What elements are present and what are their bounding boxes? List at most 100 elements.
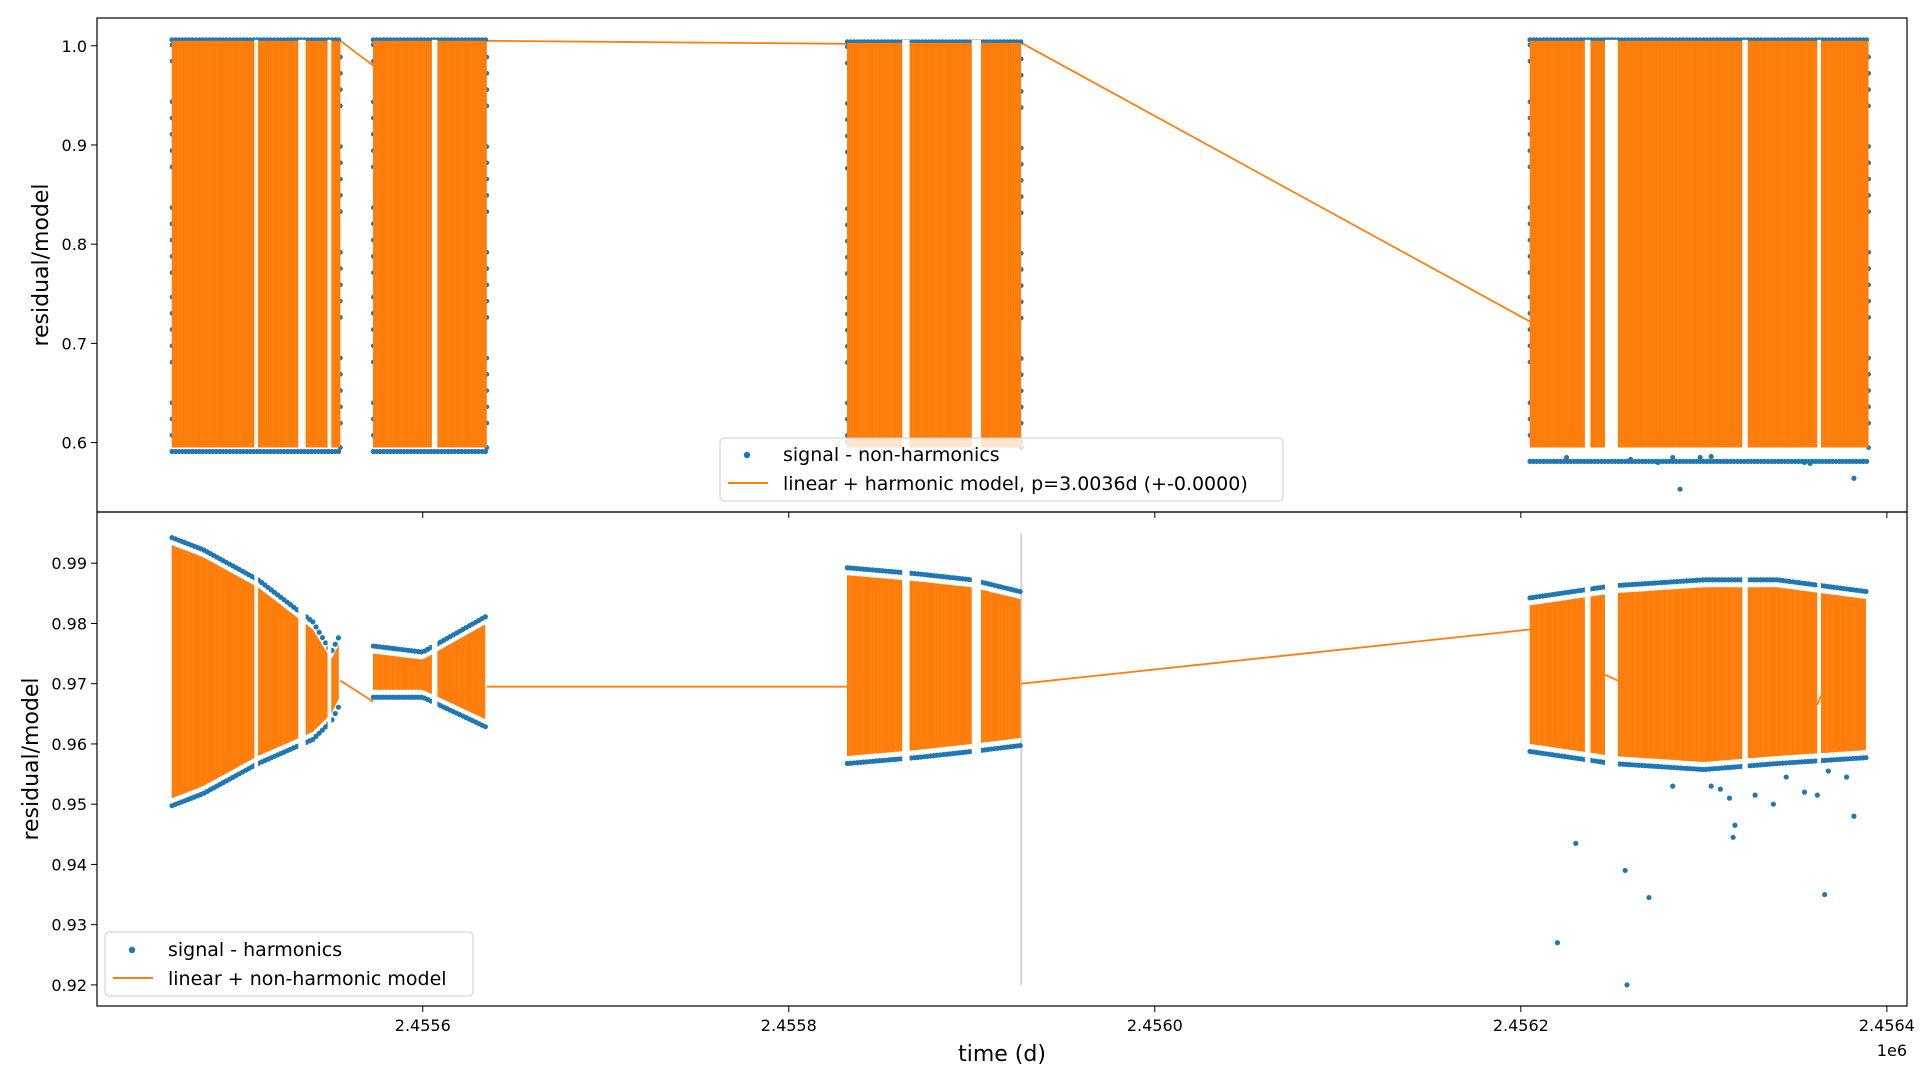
bottom-data-gap-8	[1742, 530, 1748, 781]
bottom-point	[319, 634, 326, 641]
bottom-point	[319, 727, 326, 733]
bottom-point	[310, 736, 316, 743]
top-data-gap-9	[1817, 39, 1821, 449]
bottom-data-gap-9	[1817, 530, 1821, 781]
top-panel: 0.6 0.7 0.8 0.9 1.0 residual/model signal - …	[29, 17, 1908, 518]
top-data-gap-1	[298, 39, 306, 449]
bottom-model-connector-gap	[1816, 695, 1822, 706]
top-point	[482, 448, 489, 455]
top-model-connector-0	[339, 40, 374, 67]
top-y-tick-label: 0.8	[62, 235, 87, 254]
top-y-ticks: 0.6 0.7 0.8 0.9 1.0	[62, 37, 1888, 518]
bottom-y-ticks: 0.92 0.93 0.94 0.95 0.96 0.97 0.98 0.99	[51, 554, 97, 995]
bottom-data-gap-3	[431, 530, 438, 781]
top-outlier-point	[1807, 460, 1813, 466]
bottom-outlier-point	[1814, 792, 1820, 798]
top-legend-entry-signal: signal - non-harmonics	[783, 444, 1000, 466]
top-outlier-point	[1677, 486, 1683, 492]
top-model-connector-2	[1020, 42, 1531, 323]
bottom-outlier-point	[1717, 786, 1723, 792]
bottom-y-tick-label: 0.96	[51, 735, 87, 754]
bottom-outlier-point	[1726, 795, 1733, 801]
bottom-outlier-point	[1844, 774, 1850, 780]
bottom-model-connector-2	[1021, 628, 1531, 685]
top-y-tick-label: 0.9	[62, 136, 87, 155]
bottom-legend: signal - harmonics linear + non-harmonic…	[104, 931, 474, 997]
top-y-tick-label: 0.6	[62, 434, 87, 453]
x-tick-label: 2.4558	[761, 1016, 817, 1035]
bottom-point	[482, 614, 488, 620]
bottom-point	[316, 629, 322, 635]
top-model-connector-1	[486, 39, 848, 45]
bottom-outlier-point	[1622, 867, 1628, 874]
top-outlier-point	[1801, 459, 1808, 466]
bottom-y-tick-label: 0.97	[51, 675, 87, 694]
bottom-y-tick-label: 0.94	[51, 855, 87, 874]
top-y-axis-label: residual/model	[29, 183, 54, 346]
top-data-gap-4	[902, 39, 910, 449]
top-segment-1	[370, 37, 490, 455]
bottom-point	[316, 730, 322, 736]
x-tick-label: 2.4564	[1859, 1016, 1915, 1035]
top-legend-entry-model: linear + harmonic model, p=3.0036d (+-0.…	[783, 473, 1248, 495]
top-data-gap-3	[431, 39, 438, 449]
bottom-point	[1017, 588, 1023, 595]
bottom-point	[335, 635, 342, 641]
bottom-outlier-point	[1573, 840, 1579, 846]
bottom-data-gap-1	[298, 530, 306, 781]
bottom-panel: 0.920.930.940.950.960.970.980.99 2.4556 2…	[19, 511, 1915, 1067]
top-outlier-point	[1708, 453, 1714, 460]
bottom-outlier-point	[1770, 801, 1777, 807]
top-legend-scatter-marker	[743, 451, 751, 459]
top-outlier-point	[1563, 454, 1570, 461]
bottom-data-gap-7	[1605, 530, 1618, 781]
bottom-outlier-point	[1732, 822, 1738, 828]
top-outlier-point	[1628, 456, 1634, 463]
bottom-point	[482, 724, 488, 730]
bottom-model-band	[373, 624, 486, 720]
bottom-axes-frame	[96, 511, 1908, 1007]
top-data-gap-7	[1605, 39, 1618, 449]
x-tick-label: 2.4560	[1127, 1016, 1183, 1035]
bottom-legend-scatter-marker	[128, 946, 136, 954]
bottom-outlier-point	[1670, 783, 1676, 789]
bottom-point	[1863, 588, 1869, 595]
x-offset-label: 1e6	[1877, 1041, 1907, 1060]
bottom-data-gap-6	[1584, 530, 1591, 781]
bottom-data-gap-2	[327, 530, 332, 781]
bottom-outlier-point	[1646, 894, 1652, 901]
bottom-data-gap-4	[902, 530, 910, 781]
bottom-point	[313, 624, 319, 630]
top-point	[1863, 458, 1870, 465]
bottom-y-axis-label: residual/model	[19, 677, 44, 840]
bottom-point	[1017, 742, 1023, 749]
top-data-gap-6	[1584, 39, 1591, 449]
bottom-outlier-point	[1825, 768, 1831, 774]
x-tick-label: 2.4562	[1493, 1016, 1549, 1035]
bottom-point	[1863, 755, 1869, 761]
bottom-data-gap-0	[254, 530, 259, 781]
bottom-outlier-point	[1708, 783, 1714, 789]
bottom-y-tick-label: 0.99	[51, 554, 87, 573]
bottom-y-tick-label: 0.98	[51, 614, 87, 633]
bottom-outlier-point	[1801, 789, 1808, 795]
top-point	[336, 448, 342, 455]
top-segment-2	[844, 39, 1024, 450]
bottom-point	[313, 733, 319, 739]
top-outlier-point	[1851, 475, 1857, 481]
bottom-outlier-point	[1851, 813, 1857, 819]
top-plot-area	[169, 37, 1871, 492]
bottom-point	[332, 641, 338, 647]
top-legend: signal - non-harmonics linear + harmonic…	[719, 437, 1284, 502]
top-outlier-point	[1670, 454, 1676, 461]
top-data-gap-5	[971, 39, 981, 449]
bottom-y-tick-label: 0.95	[51, 795, 87, 814]
bottom-outlier-point	[1822, 891, 1828, 898]
bottom-point	[310, 619, 316, 625]
x-tick-label: 2.4556	[395, 1016, 451, 1035]
bottom-outlier-point	[1752, 792, 1758, 798]
bottom-legend-entry-signal: signal - harmonics	[168, 939, 342, 961]
bottom-y-tick-label: 0.92	[51, 976, 87, 995]
bottom-model-connector-gap	[1604, 673, 1619, 682]
